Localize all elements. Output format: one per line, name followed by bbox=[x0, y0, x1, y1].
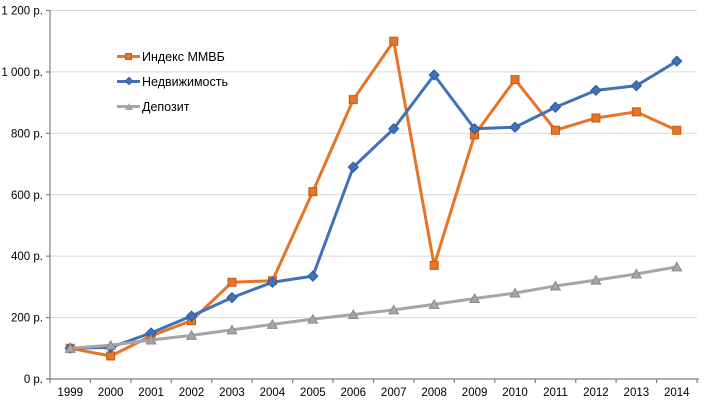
data-point-diamond bbox=[185, 310, 198, 322]
series-line-0 bbox=[68, 39, 679, 358]
data-point-diamond bbox=[549, 101, 562, 113]
x-axis-tick-label: 2009 bbox=[462, 387, 488, 399]
data-point-diamond bbox=[266, 276, 279, 288]
data-point-diamond bbox=[226, 291, 238, 304]
data-point-triangle bbox=[226, 324, 238, 335]
y-axis-tick-label: 200 р. bbox=[11, 313, 43, 325]
data-point-triangle bbox=[266, 318, 279, 329]
x-axis-tick-label: 2014 bbox=[664, 387, 690, 399]
legend-label: Депозит bbox=[142, 99, 190, 114]
data-point-triangle bbox=[671, 261, 683, 272]
legend-item-real-estate: Недвижимость bbox=[117, 69, 228, 94]
x-axis-tick-label: 2008 bbox=[421, 387, 447, 399]
data-point-triangle bbox=[347, 308, 359, 320]
legend-item-micex-index: Индекс ММВБ bbox=[117, 44, 228, 69]
y-axis-tick-label: 0 р. bbox=[24, 374, 43, 386]
data-point-diamond bbox=[630, 80, 643, 92]
data-point-square bbox=[631, 107, 641, 117]
x-axis-tick-label: 2002 bbox=[179, 387, 205, 399]
x-axis-tick-label: 2003 bbox=[219, 387, 245, 399]
x-axis-tick-label: 2001 bbox=[138, 387, 164, 399]
data-point-triangle bbox=[185, 329, 198, 340]
blue-diamond-series-icon bbox=[117, 76, 140, 87]
data-point-triangle bbox=[549, 280, 562, 291]
x-axis-tick-label: 2005 bbox=[300, 387, 326, 399]
x-axis-tick-label: 2000 bbox=[98, 387, 124, 399]
data-point-triangle bbox=[64, 342, 76, 353]
y-axis-tick-label: 1 200 р. bbox=[1, 6, 43, 18]
data-point-diamond bbox=[388, 123, 400, 135]
data-point-square bbox=[106, 351, 116, 361]
data-point-diamond bbox=[671, 55, 683, 67]
data-point-diamond bbox=[509, 121, 521, 133]
y-axis-tick-label: 400 р. bbox=[11, 251, 43, 263]
x-axis-tick-label: 2011 bbox=[543, 387, 568, 399]
x-axis-tick-label: 2010 bbox=[502, 387, 528, 399]
legend-label: Недвижимость bbox=[142, 74, 228, 89]
data-point-triangle bbox=[468, 293, 481, 304]
x-axis-tick-label: 2012 bbox=[583, 387, 609, 399]
x-axis-tick-label: 1999 bbox=[57, 387, 83, 399]
data-point-triangle bbox=[509, 287, 521, 298]
legend-item-deposit: Депозит bbox=[117, 94, 228, 119]
data-point-square bbox=[389, 36, 399, 46]
data-point-square bbox=[429, 260, 439, 270]
x-axis-tick-label: 2004 bbox=[260, 387, 286, 399]
y-axis-tick-label: 1 000 р. bbox=[1, 67, 43, 79]
data-point-square bbox=[308, 187, 318, 197]
data-point-diamond bbox=[307, 270, 319, 282]
data-point-triangle bbox=[145, 334, 157, 345]
data-point-triangle bbox=[590, 274, 602, 285]
orange-square-series-icon bbox=[117, 51, 140, 62]
y-axis-tick-label: 800 р. bbox=[11, 128, 43, 140]
data-point-triangle bbox=[104, 339, 117, 350]
data-point-diamond bbox=[347, 161, 359, 173]
data-point-square bbox=[227, 277, 237, 287]
y-axis-tick-label: 600 р. bbox=[11, 190, 43, 202]
x-axis-tick-label: 2013 bbox=[624, 387, 650, 399]
data-point-square bbox=[550, 125, 560, 135]
data-point-triangle bbox=[388, 304, 400, 315]
x-axis-tick-label: 2006 bbox=[340, 387, 366, 399]
data-point-triangle bbox=[428, 298, 440, 309]
data-point-diamond bbox=[590, 84, 602, 97]
data-point-square bbox=[348, 95, 358, 105]
data-point-square bbox=[672, 125, 682, 135]
data-point-diamond bbox=[468, 123, 481, 135]
data-point-square bbox=[591, 113, 601, 123]
x-axis-tick-label: 2007 bbox=[381, 387, 407, 399]
data-point-square bbox=[510, 75, 520, 85]
series-line-1 bbox=[68, 59, 679, 350]
legend-label: Индекс ММВБ bbox=[142, 49, 225, 64]
chart-legend: Индекс ММВБ Недвижимость Депозит bbox=[117, 44, 228, 119]
gray-triangle-series-icon bbox=[117, 101, 140, 112]
series-line-2 bbox=[68, 265, 679, 350]
data-point-diamond bbox=[428, 69, 440, 81]
data-point-triangle bbox=[630, 268, 643, 279]
data-point-triangle bbox=[307, 313, 319, 324]
